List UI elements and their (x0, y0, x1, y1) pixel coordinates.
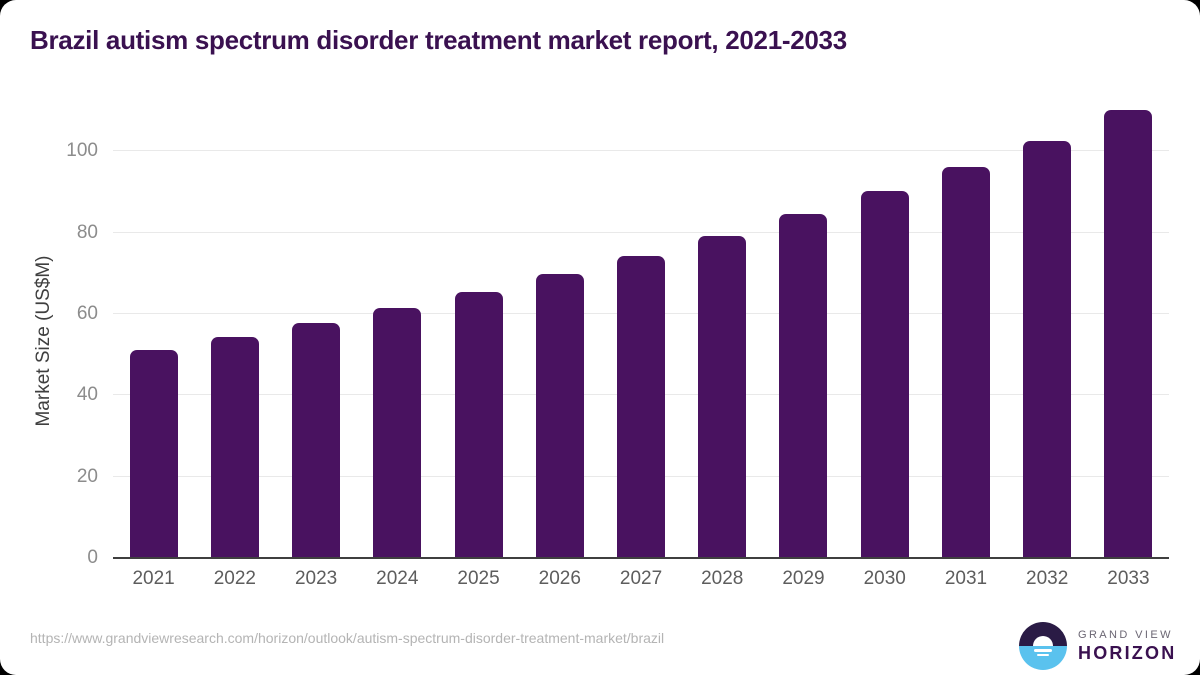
y-tick-label-0: 0 (87, 547, 98, 568)
x-tick-label-2027: 2027 (619, 568, 663, 589)
gridline-100 (113, 150, 1169, 152)
logo-reflection-bar-1 (1034, 648, 1052, 652)
bar-2022[interactable] (210, 337, 259, 558)
x-tick-label-2030: 2030 (863, 568, 906, 589)
y-tick-label-60: 60 (76, 302, 98, 324)
source-url[interactable]: https://www.grandviewresearch.com/horizo… (30, 630, 665, 646)
x-tick-label-2032: 2032 (1026, 568, 1069, 589)
x-axis-ticks: 2021 2022 2023 2024 2025 2026 2027 2028 2029 2030… (113, 568, 1169, 590)
plot-area (113, 104, 1169, 559)
bar-series (113, 104, 1169, 558)
bar-slot-2027 (600, 104, 681, 558)
y-tick-label-100: 100 (66, 140, 98, 162)
y-tick-label-80: 80 (76, 221, 98, 243)
x-tick-label-2033: 2033 (1107, 568, 1150, 589)
bar-slot-2031 (925, 104, 1006, 558)
bar-2029[interactable] (779, 214, 828, 558)
bar-slot-2025 (438, 104, 519, 558)
grand-view-horizon-logo: GRAND VIEW HORIZON (1019, 622, 1176, 670)
bar-2021[interactable] (129, 350, 178, 558)
y-tick-label-20: 20 (76, 465, 98, 487)
bar-slot-2032 (1007, 104, 1088, 558)
bar-2024[interactable] (373, 307, 422, 558)
logo-grand-view-text: GRAND VIEW (1078, 628, 1173, 641)
sunrise-logo-icon (1019, 622, 1067, 670)
bar-2023[interactable] (292, 322, 341, 558)
logo-wordmark: GRAND VIEW HORIZON (1078, 629, 1176, 664)
x-tick-label-2031: 2031 (944, 568, 988, 589)
bar-slot-2033 (1088, 104, 1169, 558)
bar-slot-2022 (194, 104, 275, 558)
x-tick-label-2022: 2022 (213, 568, 256, 589)
gridline-80 (113, 231, 1169, 233)
bar-2025[interactable] (454, 291, 503, 558)
logo-sun-dome (1033, 636, 1053, 646)
y-axis-ticks: 0 20 40 60 80 100 (40, 0, 98, 675)
x-tick-label-2021: 2021 (132, 568, 175, 589)
bar-slot-2030 (844, 104, 925, 558)
bar-2027[interactable] (617, 255, 666, 558)
x-tick-label-2023: 2023 (294, 568, 338, 589)
bar-slot-2026 (519, 104, 600, 558)
bar-2030[interactable] (860, 191, 909, 558)
logo-horizon-text: HORIZON (1078, 642, 1177, 663)
bar-slot-2021 (113, 104, 194, 558)
bar-slot-2029 (763, 104, 844, 558)
x-tick-label-2025: 2025 (457, 568, 500, 589)
x-tick-label-2029: 2029 (782, 568, 825, 589)
bar-slot-2023 (275, 104, 356, 558)
y-tick-label-40: 40 (76, 384, 98, 406)
bar-2031[interactable] (941, 167, 990, 558)
bar-2026[interactable] (535, 273, 584, 558)
x-tick-label-2028: 2028 (701, 568, 744, 589)
bar-slot-2024 (357, 104, 438, 558)
x-tick-label-2026: 2026 (538, 568, 581, 589)
x-axis-line (113, 557, 1169, 559)
bar-2028[interactable] (698, 236, 747, 558)
logo-reflection-bar-2 (1037, 653, 1049, 656)
page-title: Brazil autism spectrum disorder treatmen… (30, 25, 847, 55)
bar-2033[interactable] (1104, 110, 1153, 558)
x-tick-label-2024: 2024 (376, 568, 419, 589)
bar-slot-2028 (682, 104, 763, 558)
bar-2032[interactable] (1023, 140, 1072, 558)
